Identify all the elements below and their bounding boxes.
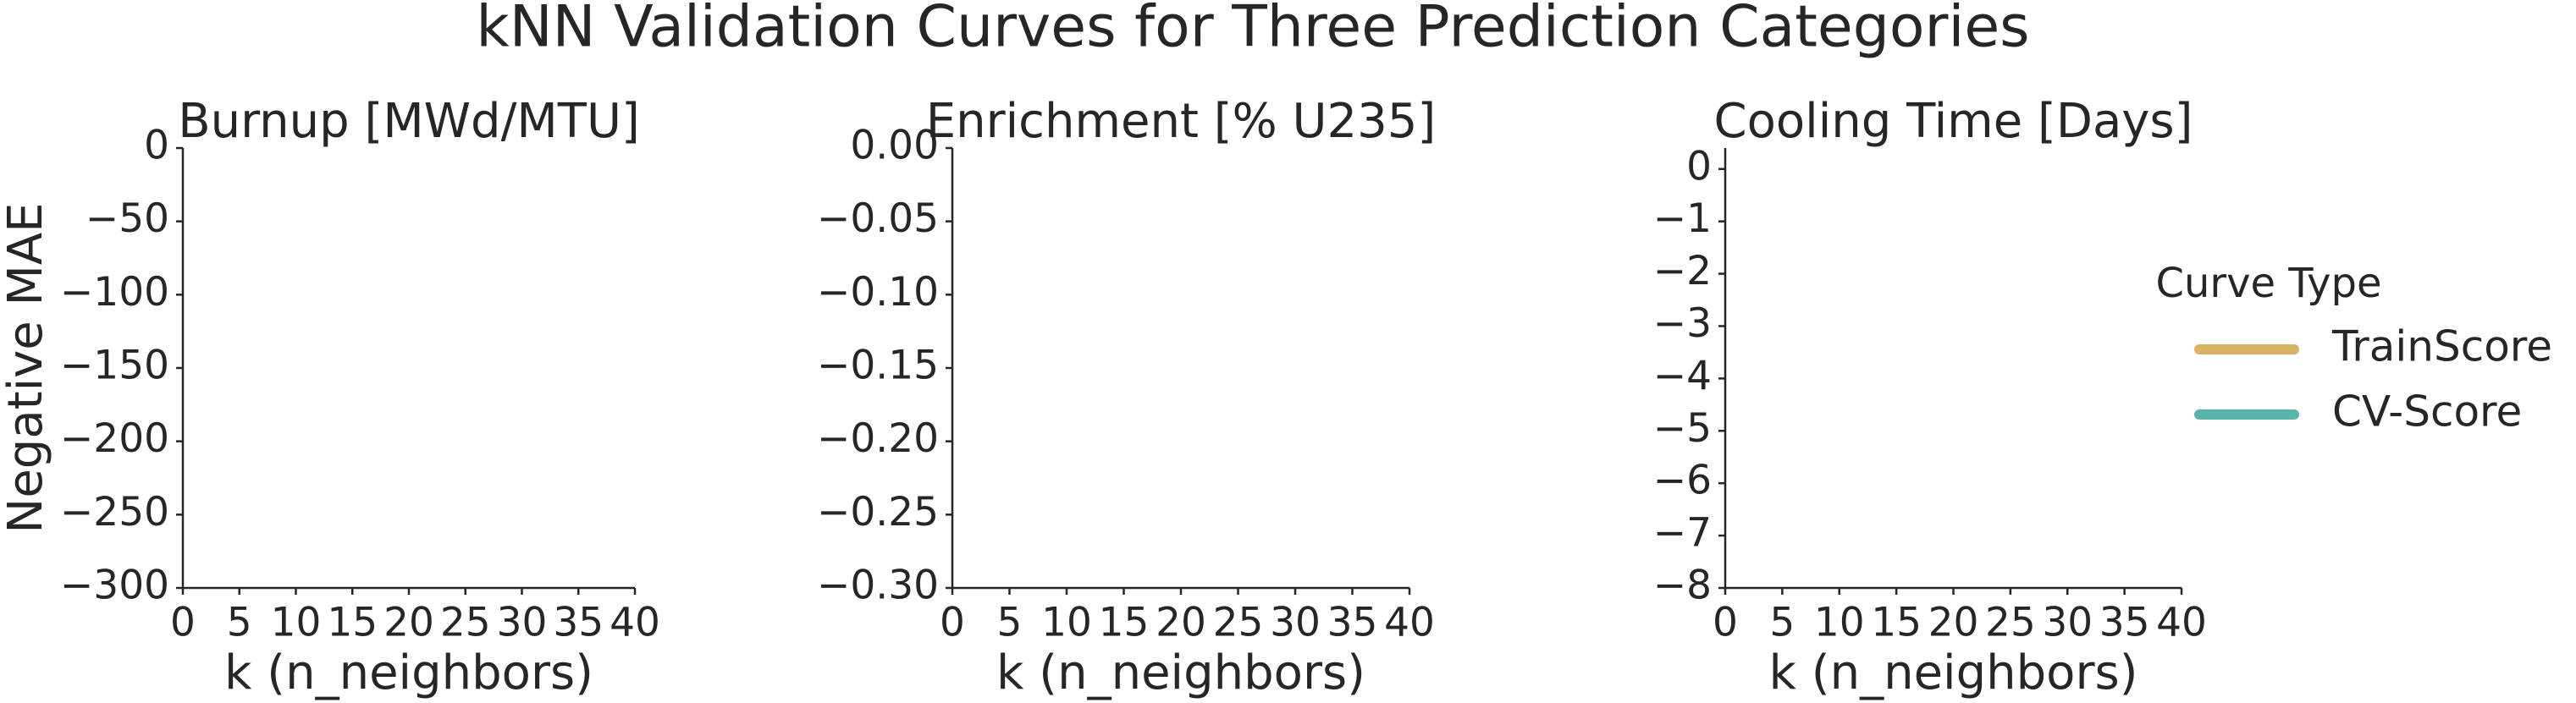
x-tick-label: 35 — [2099, 600, 2150, 646]
x-tick-label: 25 — [1213, 600, 1264, 646]
y-tick-label: −200 — [60, 415, 169, 462]
y-tick-label: −1 — [1653, 195, 1712, 242]
x-tick-label: 25 — [1985, 600, 2036, 646]
x-tick-label: 40 — [2156, 600, 2207, 646]
y-tick-label: −0.15 — [817, 343, 939, 389]
x-tick-label: 5 — [1769, 600, 1795, 646]
y-tick-label: −0.05 — [817, 195, 939, 242]
y-tick-label: −2 — [1653, 248, 1712, 294]
x-tick-label: 5 — [997, 600, 1023, 646]
x-axis-label: k (n_neighbors) — [224, 645, 593, 700]
y-tick-label: −8 — [1653, 563, 1712, 609]
y-tick-label: −5 — [1653, 405, 1712, 452]
x-tick-label: 10 — [1814, 600, 1865, 646]
x-axis-label: k (n_neighbors) — [1769, 645, 2138, 700]
subplot-title: Enrichment [% U235] — [926, 94, 1437, 149]
x-tick-label: 5 — [227, 600, 252, 646]
x-axis-label: k (n_neighbors) — [996, 645, 1365, 700]
y-tick-label: −50 — [85, 195, 169, 242]
subplot-title: Burnup [MWd/MTU] — [178, 94, 640, 149]
x-tick-label: 20 — [1156, 600, 1206, 646]
legend-label: TrainScore — [2331, 322, 2552, 371]
y-tick-label: −100 — [60, 269, 169, 316]
x-tick-label: 40 — [1384, 600, 1435, 646]
y-tick-label: −150 — [60, 343, 169, 389]
y-tick-label: −6 — [1653, 458, 1712, 504]
y-tick-label: −0.25 — [817, 489, 939, 535]
y-tick-label: −0.10 — [817, 269, 939, 316]
x-tick-label: 0 — [1713, 600, 1738, 646]
figure-title: kNN Validation Curves for Three Predicti… — [476, 0, 2029, 61]
x-tick-label: 0 — [170, 600, 196, 646]
y-tick-label: −0.20 — [817, 415, 939, 462]
x-tick-label: 0 — [940, 600, 965, 646]
x-tick-label: 15 — [1099, 600, 1150, 646]
x-tick-label: 20 — [1928, 600, 1979, 646]
legend-title: Curve Type — [2155, 260, 2381, 307]
x-tick-label: 20 — [383, 600, 434, 646]
y-tick-label: −3 — [1653, 300, 1712, 347]
y-axis-label: Negative MAE — [0, 202, 53, 533]
x-tick-label: 15 — [327, 600, 378, 646]
x-tick-label: 15 — [1871, 600, 1922, 646]
y-tick-label: −300 — [60, 563, 169, 609]
y-tick-label: −7 — [1653, 510, 1712, 557]
x-tick-label: 40 — [610, 600, 660, 646]
y-tick-label: −0.30 — [817, 563, 939, 609]
subplot-title: Cooling Time [Days] — [1714, 94, 2193, 149]
y-tick-label: 0 — [1686, 143, 1712, 189]
x-tick-label: 35 — [1327, 600, 1378, 646]
x-tick-label: 25 — [440, 600, 491, 646]
x-tick-label: 10 — [1041, 600, 1092, 646]
legend-label: CV-Score — [2332, 387, 2522, 437]
y-tick-label: −250 — [60, 489, 169, 535]
y-tick-label: 0.00 — [850, 123, 939, 169]
x-tick-label: 10 — [271, 600, 322, 646]
x-tick-label: 30 — [2042, 600, 2093, 646]
x-tick-label: 30 — [1270, 600, 1321, 646]
y-tick-label: 0 — [144, 123, 169, 169]
y-tick-label: −4 — [1653, 353, 1712, 399]
x-tick-label: 30 — [497, 600, 548, 646]
x-tick-label: 35 — [553, 600, 604, 646]
